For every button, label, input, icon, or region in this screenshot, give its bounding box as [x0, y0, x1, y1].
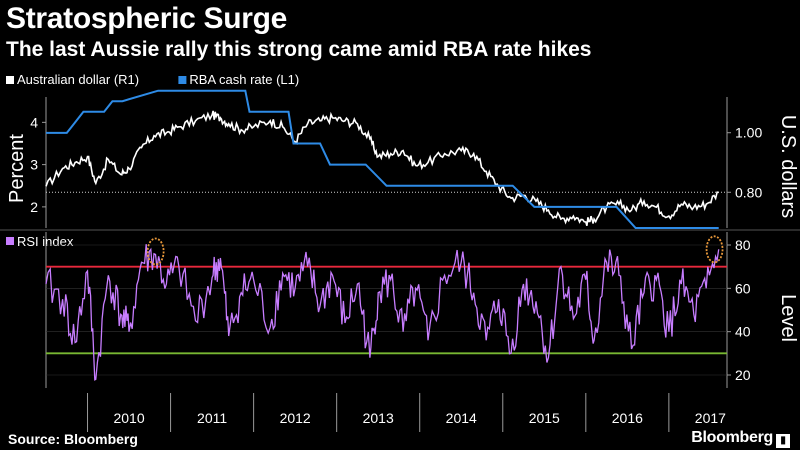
- rsi-tick-label: 40: [735, 324, 751, 340]
- rsi-axis-title: Level: [777, 294, 799, 342]
- brand-logo: Bloomberg ▮: [691, 429, 790, 448]
- chart-title: Stratospheric Surge: [6, 2, 288, 35]
- x-tick-label: 2016: [612, 410, 643, 426]
- right-tick-label: 0.80: [735, 184, 762, 200]
- x-tick-label: 2014: [446, 410, 477, 426]
- x-tick-label: 2012: [280, 410, 311, 426]
- right-axis-title: U.S. dollars: [777, 115, 799, 218]
- x-tick-label: 2017: [695, 410, 726, 426]
- left-tick-label: 4: [30, 114, 38, 130]
- x-tick-label: 2011: [197, 410, 227, 426]
- rsi-highlight-circle-0: [146, 237, 165, 266]
- rsi-tick-label: 20: [735, 367, 751, 383]
- rsi-highlight-circle-1: [705, 235, 724, 264]
- rsi-tick-label: 60: [735, 280, 751, 296]
- left-axis-title: Percent: [6, 134, 28, 203]
- legend-swatch-0: [6, 76, 14, 84]
- brand-text: Bloomberg: [691, 429, 773, 446]
- series-rsi-index: [45, 244, 720, 381]
- x-tick-label: 2013: [363, 410, 394, 426]
- source-note: Source: Bloomberg: [8, 431, 138, 447]
- x-tick-label: 2015: [529, 410, 560, 426]
- left-tick-label: 2: [30, 199, 38, 215]
- legend-label-0: Australian dollar (R1): [17, 72, 139, 87]
- chart-subtitle: The last Aussie rally this strong came a…: [6, 38, 592, 61]
- rsi-legend-label: RSI index: [17, 234, 74, 249]
- rsi-tick-label: 80: [735, 237, 751, 253]
- legend-label-1: RBA cash rate (L1): [189, 72, 299, 87]
- right-tick-label: 1.00: [735, 125, 762, 141]
- chart-icon: ▮: [776, 434, 790, 448]
- left-tick-label: 3: [30, 157, 38, 173]
- x-tick-label: 2010: [113, 410, 144, 426]
- series-rba-cash-rate: [46, 89, 719, 229]
- rsi-legend-swatch: [6, 237, 14, 245]
- legend-swatch-1: [178, 76, 187, 84]
